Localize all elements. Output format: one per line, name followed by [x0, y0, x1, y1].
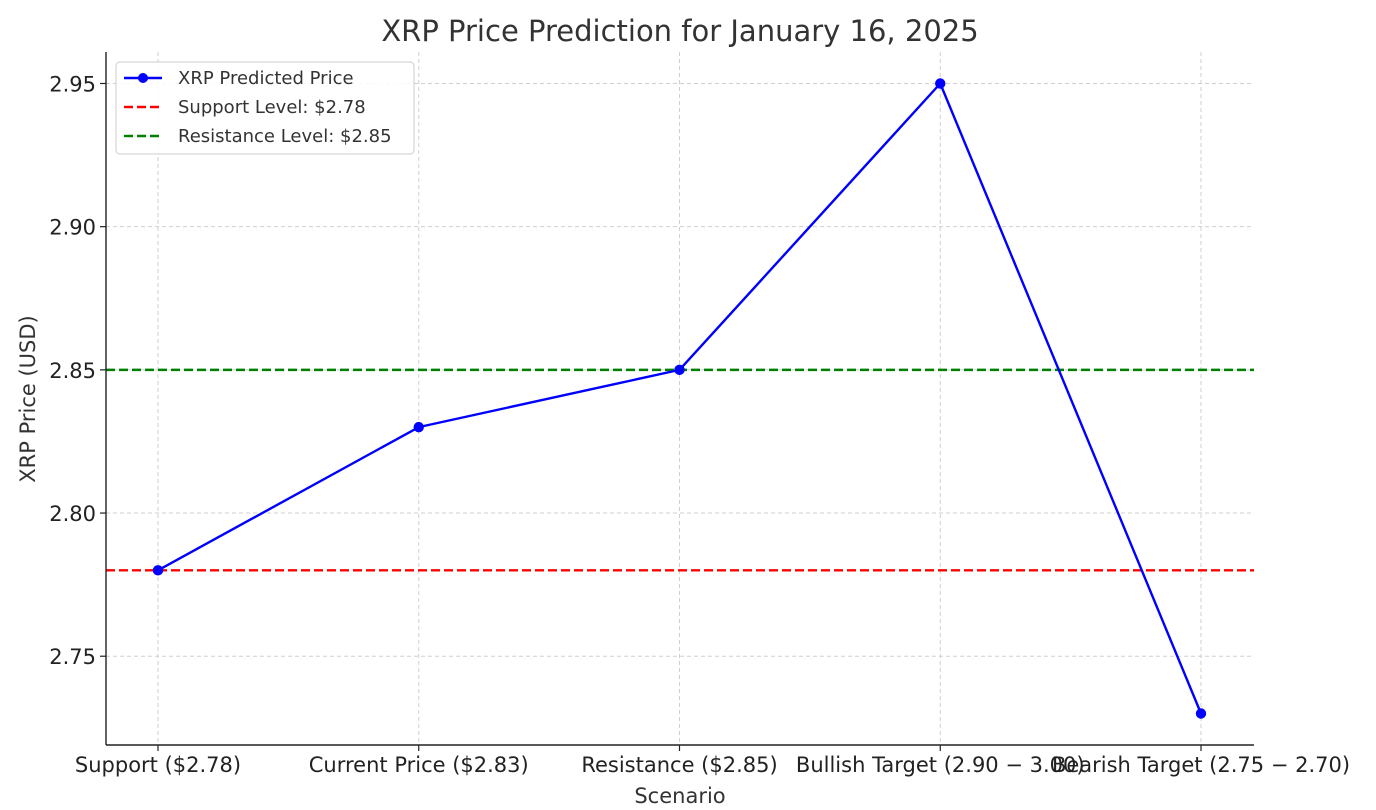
axes: [100, 52, 1254, 751]
legend-label-support: Support Level: $2.78: [178, 97, 366, 118]
data-point: [935, 78, 946, 89]
y-tick-label: 2.75: [49, 645, 96, 669]
legend-label-predicted-price: XRP Predicted Price: [178, 68, 354, 89]
y-tick-label: 2.80: [49, 502, 96, 526]
x-tick-label: Bearish Target (2.75 − 2.70): [1052, 753, 1350, 777]
grid: [106, 52, 1254, 745]
legend: XRP Predicted Price Support Level: $2.78…: [115, 61, 415, 155]
data-point: [152, 565, 164, 576]
series-plot: [152, 78, 1207, 719]
x-tick-labels: Support ($2.78) Current Price ($2.83) Resi…: [75, 753, 1350, 777]
x-tick-label: Resistance ($2.85): [581, 753, 777, 777]
y-axis-label: XRP Price (USD): [16, 315, 40, 482]
x-tick-label: Support ($2.78): [75, 753, 241, 777]
y-tick-label: 2.90: [49, 216, 96, 240]
legend-marker-predicted-price: [138, 73, 148, 83]
y-tick-label: 2.95: [49, 73, 96, 97]
x-tick-label: Bullish Target (2.90 − 3.00): [796, 753, 1085, 777]
data-point: [1195, 708, 1207, 719]
y-tick-labels: 2.75 2.80 2.85 2.90 2.95: [49, 73, 96, 670]
x-axis-label: Scenario: [634, 784, 725, 808]
x-tick-label: Current Price ($2.83): [309, 753, 529, 777]
legend-frame: [115, 61, 415, 155]
data-point: [674, 364, 685, 376]
chart-title: XRP Price Prediction for January 16, 202…: [381, 14, 978, 48]
legend-label-resistance: Resistance Level: $2.85: [178, 126, 392, 147]
data-point: [413, 421, 424, 433]
y-tick-label: 2.85: [49, 359, 96, 383]
